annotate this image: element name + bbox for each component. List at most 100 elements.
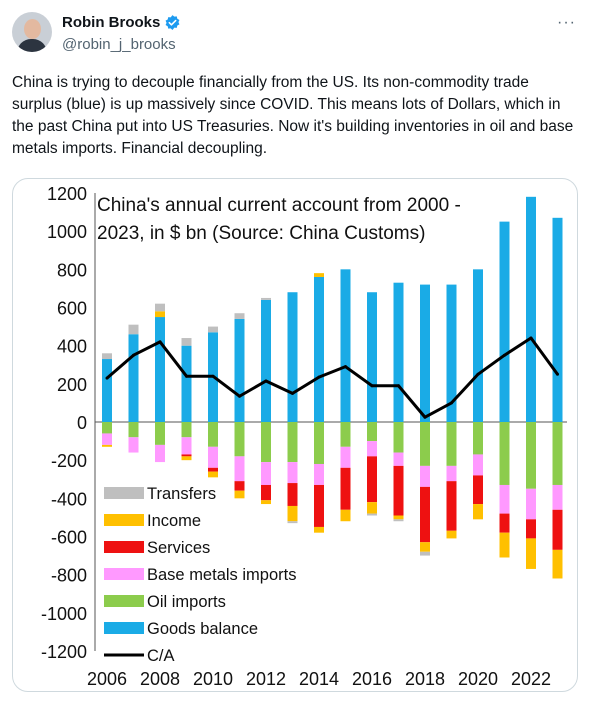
ca-point bbox=[291, 391, 294, 395]
bar-goods bbox=[446, 284, 457, 422]
bar-income bbox=[181, 456, 192, 461]
bar-goods bbox=[287, 292, 298, 422]
bar-goods bbox=[155, 317, 165, 422]
bar-transfers bbox=[181, 338, 192, 346]
chart-title: China's annual current account from 2000… bbox=[97, 195, 461, 216]
bar-transfers bbox=[155, 303, 165, 312]
author-handle[interactable]: @robin_j_brooks bbox=[62, 36, 176, 53]
legend-label-oil: Oil imports bbox=[147, 593, 226, 611]
bar-base_metals bbox=[155, 444, 165, 463]
verified-badge-icon bbox=[165, 15, 180, 30]
x-tick-label: 2010 bbox=[193, 669, 233, 689]
x-tick-label: 2016 bbox=[352, 669, 392, 689]
bar-base_metals bbox=[234, 456, 245, 482]
author-name[interactable]: Robin Brooks bbox=[62, 14, 161, 31]
bar-goods bbox=[393, 282, 404, 422]
avatar-body bbox=[17, 39, 47, 52]
bar-services bbox=[393, 465, 404, 516]
bar-goods bbox=[367, 292, 377, 422]
bar-base_metals bbox=[208, 446, 218, 468]
bar-base_metals bbox=[340, 446, 351, 468]
legend-swatch-goods bbox=[104, 622, 144, 634]
bar-oil bbox=[340, 422, 351, 447]
y-tick-label: -1200 bbox=[41, 642, 87, 662]
chart-card[interactable]: 1200 1000 800 600 400 200 0 -200 -400 -600 -800 -10… bbox=[12, 178, 578, 692]
legend-swatch-income bbox=[104, 514, 144, 526]
avatar[interactable] bbox=[12, 12, 52, 52]
bar-base_metals bbox=[446, 465, 457, 482]
x-tick-label: 2008 bbox=[140, 669, 180, 689]
bar-income bbox=[287, 505, 298, 522]
bar-transfers bbox=[261, 297, 271, 300]
current-account-chart: 1200 1000 800 600 400 200 0 -200 -400 -600 -800 -10… bbox=[41, 184, 567, 689]
bar-transfers bbox=[208, 326, 218, 333]
bar-transfers bbox=[367, 513, 377, 516]
y-tick-label: 1200 bbox=[47, 184, 87, 204]
bar-income bbox=[367, 502, 377, 514]
x-tick-label: 2018 bbox=[405, 669, 445, 689]
ca-point bbox=[529, 336, 533, 340]
bar-oil bbox=[155, 422, 165, 445]
ca-point bbox=[185, 374, 188, 378]
bar-oil bbox=[446, 422, 457, 466]
bar-oil bbox=[393, 422, 404, 453]
bar-oil bbox=[102, 422, 112, 434]
bar-oil bbox=[420, 422, 430, 466]
bar-income bbox=[155, 311, 165, 318]
bar-income bbox=[314, 526, 324, 533]
bar-income bbox=[208, 471, 218, 478]
bar-goods bbox=[499, 221, 510, 422]
ca-point bbox=[264, 379, 268, 383]
y-tick-label: -1000 bbox=[41, 604, 87, 624]
bar-services bbox=[181, 454, 192, 457]
y-tick-label: -400 bbox=[51, 489, 87, 509]
bar-oil bbox=[473, 422, 483, 455]
bar-transfers bbox=[287, 521, 298, 524]
bar-goods bbox=[552, 217, 563, 422]
bar-services bbox=[473, 475, 483, 505]
bar-income bbox=[234, 490, 245, 499]
ca-point bbox=[423, 415, 427, 419]
ca-point bbox=[317, 375, 321, 379]
legend-label-goods: Goods balance bbox=[147, 620, 258, 638]
ca-point bbox=[132, 353, 135, 357]
bar-goods bbox=[102, 359, 112, 422]
ca-line bbox=[106, 336, 559, 419]
bar-base_metals bbox=[102, 433, 112, 445]
bar-services bbox=[261, 484, 271, 501]
bar-income bbox=[314, 273, 324, 277]
ca-point bbox=[344, 365, 347, 369]
bar-goods bbox=[340, 269, 351, 422]
avatar-head bbox=[24, 19, 41, 39]
author-name-row: Robin Brooks bbox=[62, 14, 181, 31]
legend-label-ca: C/A bbox=[147, 647, 175, 665]
bar-base_metals bbox=[367, 441, 377, 457]
bar-services bbox=[340, 467, 351, 510]
bar-goods bbox=[420, 284, 430, 422]
bar-base_metals bbox=[473, 454, 483, 476]
bar-oil bbox=[287, 422, 298, 463]
bar-income bbox=[473, 504, 483, 520]
legend-label-transfers: Transfers bbox=[147, 485, 216, 503]
bar-income bbox=[552, 549, 563, 579]
bar-transfers bbox=[420, 551, 430, 556]
legend-swatch-transfers bbox=[104, 487, 144, 499]
bar-income bbox=[526, 538, 536, 569]
y-tick-label: -600 bbox=[51, 528, 87, 548]
y-tick-label: 200 bbox=[57, 375, 87, 395]
y-tick-label: 800 bbox=[57, 260, 87, 280]
bar-income bbox=[102, 444, 112, 447]
bar-goods bbox=[473, 269, 483, 422]
x-tick-label: 2012 bbox=[246, 669, 286, 689]
bar-base_metals bbox=[552, 484, 563, 510]
bar-base_metals bbox=[128, 437, 139, 453]
more-options-icon[interactable]: ··· bbox=[557, 14, 576, 31]
legend-label-income: Income bbox=[147, 512, 201, 530]
legend-label-services: Services bbox=[147, 539, 210, 557]
bar-oil bbox=[552, 422, 563, 485]
bar-base_metals bbox=[499, 484, 510, 514]
y-tick-label: 600 bbox=[57, 299, 87, 319]
bar-services bbox=[446, 481, 457, 531]
x-tick-label: 2014 bbox=[299, 669, 339, 689]
tweet-text: China is trying to decouple financially … bbox=[12, 74, 574, 157]
